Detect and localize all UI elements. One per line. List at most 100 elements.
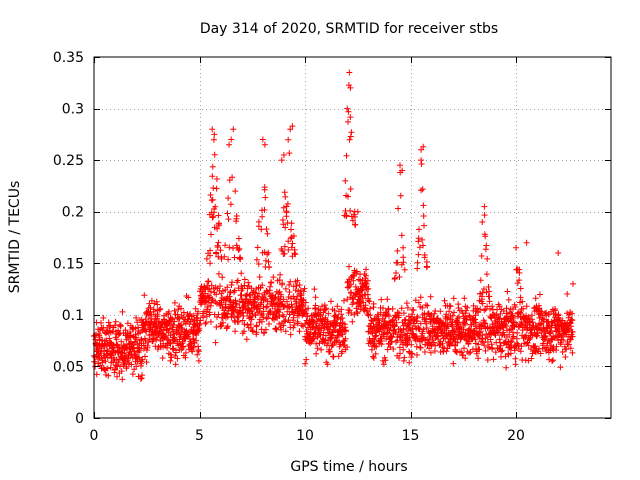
data-point (280, 221, 287, 228)
data-point (278, 326, 285, 333)
data-point (389, 305, 396, 312)
data-point (396, 312, 402, 319)
data-point (400, 254, 407, 261)
data-point (523, 239, 530, 246)
y-tick-label: 0 (75, 411, 84, 427)
data-point (489, 346, 496, 352)
data-point (106, 322, 113, 329)
data-point (227, 201, 234, 208)
data-point (476, 346, 483, 353)
data-point (266, 321, 272, 327)
data-point (371, 336, 378, 343)
data-point (394, 247, 401, 254)
data-point (526, 336, 533, 343)
data-point (505, 296, 512, 303)
data-point (398, 305, 405, 312)
data-point (323, 305, 330, 312)
data-point (232, 300, 239, 307)
data-point (224, 323, 231, 330)
data-point (394, 259, 401, 266)
data-point (472, 312, 479, 319)
data-point (231, 254, 238, 261)
data-point (195, 308, 201, 315)
data-point (209, 163, 216, 170)
data-point (479, 289, 486, 296)
data-point (117, 363, 123, 370)
data-point (175, 306, 182, 313)
data-point (296, 328, 303, 335)
data-point (215, 212, 222, 219)
data-point (423, 325, 430, 331)
data-point (213, 249, 220, 256)
data-point (565, 341, 572, 348)
data-point (262, 257, 269, 264)
data-point (283, 213, 290, 220)
data-point (454, 339, 461, 346)
data-point (290, 314, 297, 321)
data-point (348, 281, 354, 288)
data-point (347, 186, 354, 192)
data-point (567, 345, 574, 352)
data-point (211, 131, 218, 138)
data-point (267, 283, 274, 290)
data-point (157, 305, 164, 312)
data-point (241, 276, 248, 283)
data-point (209, 214, 216, 221)
data-point (462, 355, 469, 362)
data-point (533, 333, 540, 340)
data-point (217, 247, 224, 254)
data-point (285, 238, 292, 245)
data-point (226, 141, 233, 148)
data-point (230, 126, 237, 133)
data-point (516, 277, 523, 284)
data-point (497, 310, 504, 317)
data-point (398, 232, 405, 239)
data-point (321, 302, 328, 309)
data-point (399, 336, 406, 343)
data-point (270, 274, 277, 281)
data-point (278, 291, 285, 298)
data-point (403, 300, 410, 307)
data-point (190, 344, 197, 351)
data-point (417, 344, 424, 351)
data-point (378, 338, 385, 344)
data-point (142, 337, 149, 344)
data-point (167, 340, 174, 347)
data-point (359, 292, 365, 299)
data-point (122, 358, 129, 365)
data-point (189, 348, 196, 355)
data-point (279, 280, 286, 287)
data-point (372, 350, 379, 357)
data-point (294, 320, 301, 327)
data-point (446, 308, 453, 315)
data-point (400, 259, 407, 266)
data-point (373, 343, 380, 350)
data-point (436, 342, 443, 349)
data-point (256, 290, 262, 297)
data-point (450, 295, 457, 302)
data-point (502, 353, 509, 360)
data-point (352, 213, 358, 220)
data-point (414, 265, 421, 272)
data-point (104, 354, 111, 361)
data-point (104, 347, 110, 354)
data-point (215, 270, 222, 277)
data-point (389, 317, 396, 324)
data-point (495, 330, 502, 336)
data-point (444, 315, 451, 322)
data-point (489, 321, 496, 328)
data-point (451, 309, 457, 316)
data-point (412, 297, 419, 304)
data-point (496, 303, 503, 310)
data-point (282, 193, 289, 200)
data-point (477, 306, 484, 313)
data-point (365, 295, 372, 302)
data-point (318, 346, 325, 353)
data-point (365, 285, 372, 292)
data-point (239, 317, 246, 324)
data-point (253, 329, 260, 336)
data-point (235, 247, 242, 254)
data-point (127, 332, 134, 339)
data-point (483, 242, 490, 249)
data-point (289, 123, 296, 130)
